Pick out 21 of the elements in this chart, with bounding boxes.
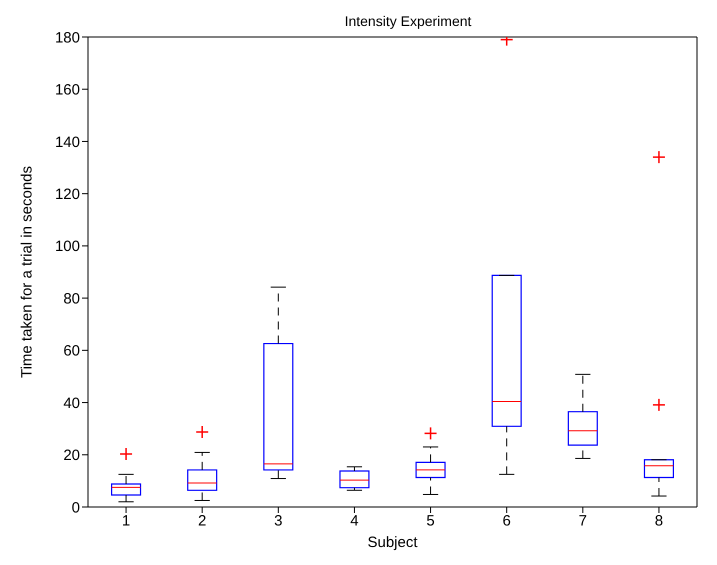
x-tick-label: 3 <box>274 512 282 530</box>
chart-title: Intensity Experiment <box>344 13 472 29</box>
y-tick-label: 0 <box>72 499 80 516</box>
y-tick-label: 80 <box>63 290 80 308</box>
y-tick-label: 60 <box>63 342 80 360</box>
x-tick-label: 1 <box>122 512 130 530</box>
y-tick-label: 100 <box>54 238 80 256</box>
x-tick-label: 5 <box>426 512 435 530</box>
x-tick-label: 4 <box>350 512 359 530</box>
y-tick-label: 40 <box>63 394 80 412</box>
y-axis-title: Time taken for a trial in seconds <box>18 166 36 378</box>
x-axis-title: Subject <box>367 534 418 551</box>
y-tick-label: 180 <box>54 29 80 46</box>
x-tick-label: 7 <box>578 512 587 530</box>
x-tick-label: 8 <box>654 512 664 530</box>
x-tick-label: 6 <box>502 512 511 530</box>
y-tick-label: 140 <box>54 134 80 151</box>
y-tick-label: 20 <box>63 447 80 464</box>
y-tick-label: 120 <box>54 186 80 203</box>
x-tick-label: 2 <box>198 512 206 530</box>
y-tick-label: 160 <box>54 82 80 99</box>
